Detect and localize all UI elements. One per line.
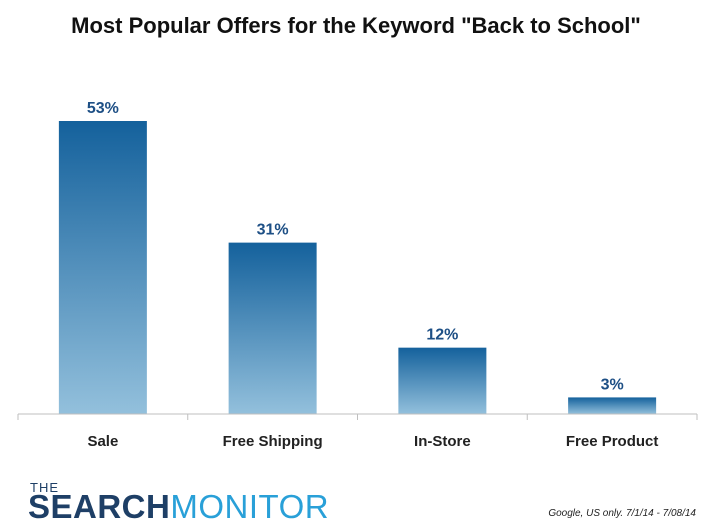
category-label: In-Store: [414, 433, 471, 450]
bar-value-label: 12%: [426, 327, 458, 344]
logo-search-text: SEARCH: [28, 488, 170, 525]
source-note: Google, US only. 7/1/14 - 7/08/14: [548, 508, 696, 519]
category-label: Free Product: [566, 433, 659, 450]
bar-sale: [58, 121, 147, 414]
bars-layer: 53% 31% 12% 3%: [58, 100, 657, 414]
category-label: Free Shipping: [223, 433, 323, 450]
x-axis-ticks: [17, 414, 698, 420]
bar-value-label: 3%: [601, 376, 624, 393]
bar-value-label: 53%: [87, 100, 119, 117]
bar-in-store: [398, 347, 487, 414]
chart-title: Most Popular Offers for the Keyword "Bac…: [71, 13, 641, 38]
bar-value-label: 31%: [257, 222, 289, 239]
bar-free-product: [568, 397, 657, 414]
brand-logo: THE SEARCHMONITOR: [28, 480, 329, 525]
logo-monitor-text: MONITOR: [170, 488, 329, 525]
logo-wordmark: SEARCHMONITOR: [28, 488, 329, 525]
category-labels: Sale Free Shipping In-Store Free Product: [87, 433, 658, 450]
category-label: Sale: [87, 433, 118, 450]
logo-the-text: THE: [30, 480, 59, 495]
bar-free-shipping: [228, 242, 317, 414]
